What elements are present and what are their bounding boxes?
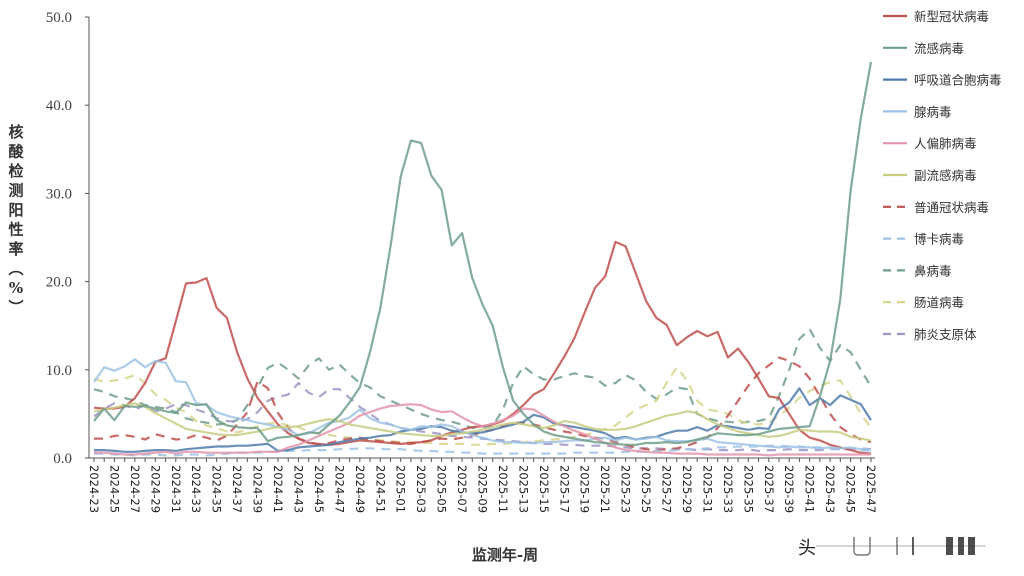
x-tick-label: 2024-25	[107, 465, 121, 513]
y-tick-label: 20.0	[46, 275, 72, 291]
x-tick-label: 2025-39	[782, 465, 796, 513]
plot-area	[93, 61, 873, 457]
watermark-text: 头	[798, 538, 816, 559]
x-tick-label: 2025-11	[496, 465, 510, 513]
x-tick-label: 2025-35	[741, 465, 755, 513]
legend-label: 博卡病毒	[914, 232, 964, 247]
y-tick-label: 30.0	[46, 186, 72, 202]
series-line	[93, 358, 871, 451]
x-tick-label: 2024-37	[230, 465, 244, 513]
x-tick-label: 2025-45	[844, 465, 858, 513]
x-tick-label: 2025-33	[721, 465, 735, 513]
legend-label: 肠道病毒	[914, 295, 964, 310]
x-tick-label: 2024-31	[169, 465, 183, 513]
x-tick-label: 2025-37	[762, 465, 776, 513]
legend-label: 普通冠状病毒	[914, 200, 989, 215]
x-tick-label: 2025-23	[619, 465, 633, 513]
x-tick-label: 2024-23	[87, 465, 101, 513]
legend-label: 鼻病毒	[914, 263, 952, 278]
x-tick-label: 2024-33	[189, 465, 203, 513]
x-tick-label: 2025-05	[435, 465, 449, 513]
x-tick-label: 2025-47	[864, 465, 878, 513]
watermark-logo: 头	[798, 537, 986, 559]
legend-label: 副流感病毒	[914, 168, 977, 183]
series-line	[93, 61, 873, 446]
x-tick-label: 2024-41	[271, 465, 285, 513]
y-tick-label: 10.0	[46, 363, 72, 379]
x-tick-label: 2024-27	[128, 465, 142, 513]
x-tick-label: 2024-39	[251, 465, 265, 513]
x-tick-label: 2025-31	[700, 465, 714, 513]
y-tick-label: 0.0	[53, 451, 72, 467]
legend-label: 新型冠状病毒	[914, 9, 989, 24]
y-axis-title: 核酸检测阳性率︵% ︶	[7, 123, 24, 317]
legend-label: 呼吸道合胞病毒	[914, 73, 1002, 88]
x-tick-label: 2025-13	[516, 465, 530, 513]
x-tick-label: 2025-19	[578, 465, 592, 513]
series-line	[93, 240, 872, 455]
series-line	[93, 366, 872, 446]
x-tick-label: 2024-29	[148, 465, 162, 513]
x-tick-label: 2025-07	[455, 465, 469, 513]
legend-label: 肺炎支原体	[914, 327, 977, 342]
x-tick-label: 2025-29	[680, 465, 694, 513]
legend-label: 人偏肺病毒	[914, 136, 977, 151]
x-tick-label: 2025-25	[639, 465, 653, 513]
series-line	[94, 387, 872, 453]
x-axis: 2024-23 2024-25 2024-27 2024-29 2024-31 2024-…	[87, 457, 878, 513]
legend: 新型冠状病毒流感病毒呼吸道合胞病毒腺病毒人偏肺病毒副流感病毒普通冠状病毒博卡病毒…	[883, 9, 1002, 342]
x-tick-label: 2025-21	[598, 465, 612, 513]
x-tick-label: 2025-41	[803, 465, 817, 513]
y-tick-label: 50.0	[46, 10, 72, 26]
x-tick-label: 2024-35	[210, 465, 224, 513]
x-tick-label: 2024-43	[291, 465, 305, 513]
legend-label: 流感病毒	[914, 41, 964, 56]
x-tick-label: 2024-47	[332, 465, 346, 513]
x-tick-label: 2024-51	[373, 465, 387, 513]
series-line	[94, 403, 871, 457]
series-line	[93, 381, 872, 452]
x-axis-title: 监测年-周	[472, 546, 538, 564]
series-line	[94, 444, 872, 457]
x-tick-label: 2025-17	[557, 465, 571, 513]
x-tick-label: 2025-01	[394, 465, 408, 513]
series-line	[93, 402, 872, 442]
x-tick-label: 2025-43	[823, 465, 837, 513]
legend-label: 腺病毒	[914, 104, 952, 119]
x-tick-label: 2025-03	[414, 465, 428, 513]
x-tick-label: 2025-27	[660, 465, 674, 513]
series-line	[94, 356, 872, 452]
x-tick-label: 2024-49	[353, 465, 367, 513]
y-axis: 0.0 10.0 20.0 30.0 40.0 50.0	[46, 10, 90, 467]
x-tick-label: 2025-15	[537, 465, 551, 513]
y-tick-label: 40.0	[46, 98, 72, 114]
x-tick-label: 2025-09	[476, 465, 490, 513]
x-tick-label: 2024-45	[312, 465, 326, 513]
